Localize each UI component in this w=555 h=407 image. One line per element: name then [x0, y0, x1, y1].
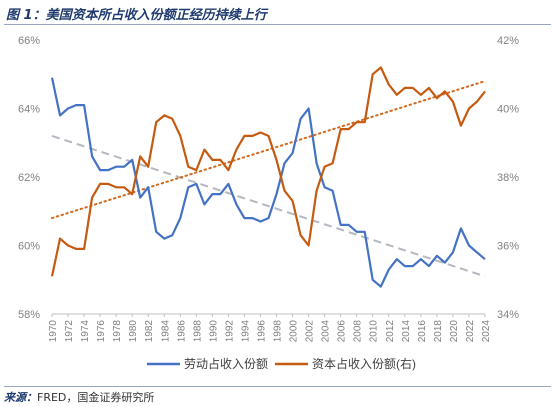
x-tick-label: 2020 — [449, 320, 460, 343]
x-tick-label: 1974 — [80, 320, 91, 343]
y-left-tick-label: 58% — [18, 309, 40, 321]
x-tick-label: 1972 — [64, 320, 75, 343]
figure-title: 图 1：美国资本所占收入份额正经历持续上行 — [6, 8, 267, 23]
legend: 劳动占收入份额 资本占收入份额(右) — [147, 356, 416, 371]
x-tick-label: 1984 — [160, 320, 171, 343]
x-tick-label: 1986 — [176, 320, 187, 343]
y-right-tick-label: 38% — [497, 172, 519, 184]
y-right-tick-label: 42% — [497, 35, 519, 47]
legend-label-capital: 资本占收入份额(右) — [312, 356, 416, 371]
x-tick-label: 2016 — [417, 320, 428, 343]
legend-label-labor: 劳动占收入份额 — [184, 356, 268, 371]
y-axis-right-ticks: 34% 36% 38% 40% 42% — [497, 35, 519, 321]
source-label: 来源： — [4, 391, 37, 404]
x-tick-label: 1998 — [273, 320, 284, 343]
y-left-tick-label: 62% — [18, 172, 40, 184]
x-tick-label: 2018 — [433, 320, 444, 343]
x-tick-label: 1978 — [112, 320, 123, 343]
x-tick-label: 1976 — [96, 320, 107, 343]
capital-share-line — [50, 66, 486, 277]
x-tick-label: 1994 — [240, 320, 251, 343]
x-tick-label: 2000 — [289, 320, 300, 343]
source-note: 来源：FRED，国金证券研究所 — [4, 389, 154, 405]
capital-trendline — [51, 80, 486, 220]
x-tick-label: 2002 — [305, 320, 316, 343]
y-left-tick-label: 64% — [18, 104, 40, 116]
title-divider — [4, 24, 551, 25]
labor-trendline — [51, 134, 486, 278]
y-right-tick-label: 40% — [497, 104, 519, 116]
x-tick-label: 1988 — [192, 320, 203, 343]
x-tick-label: 1992 — [224, 320, 235, 343]
x-tick-label: 2004 — [321, 320, 332, 343]
x-tick-label: 1970 — [48, 320, 59, 343]
y-left-tick-label: 66% — [18, 35, 40, 47]
x-tick-label: 2010 — [369, 320, 380, 343]
source-text: FRED，国金证券研究所 — [37, 391, 155, 404]
y-axis-left-ticks: 58% 60% 62% 64% 66% — [18, 35, 40, 321]
x-tick-label: 1982 — [144, 320, 155, 343]
x-tick-label: 2014 — [401, 320, 412, 343]
x-tick-label: 1980 — [128, 320, 139, 343]
x-axis-ticks: 1970 1972 1974 1976 1978 1980 1982 1984 1986 1988… — [48, 314, 492, 342]
x-tick-label: 1990 — [208, 320, 219, 343]
y-right-tick-label: 34% — [497, 309, 519, 321]
y-left-tick-label: 60% — [18, 241, 40, 253]
x-tick-label: 2006 — [337, 320, 348, 343]
trendline-layer — [51, 80, 486, 278]
x-tick-label: 2022 — [465, 320, 476, 343]
x-tick-label: 1996 — [256, 320, 267, 343]
y-right-tick-label: 36% — [497, 241, 519, 253]
x-tick-label: 2012 — [385, 320, 396, 343]
labor-share-line — [50, 77, 486, 288]
source-divider — [4, 386, 551, 387]
x-tick-label: 2008 — [353, 320, 364, 343]
x-tick-label: 2024 — [481, 320, 492, 343]
series-layer — [50, 66, 486, 288]
